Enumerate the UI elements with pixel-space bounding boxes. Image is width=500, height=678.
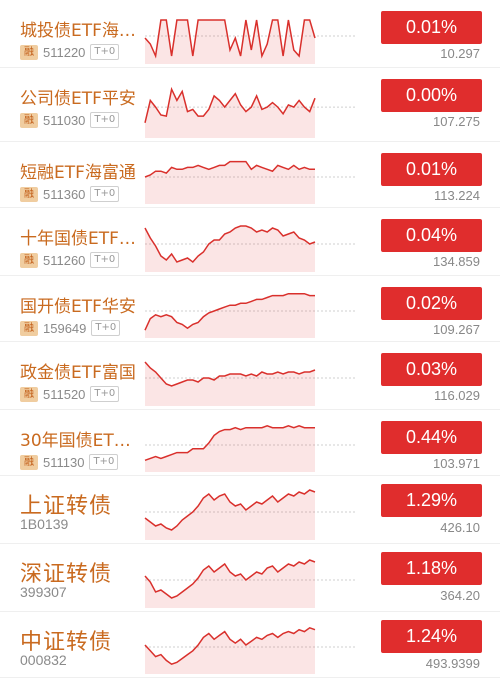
latest-price: 364.20 <box>440 588 480 603</box>
change-percent-badge[interactable]: 0.44% <box>381 421 482 454</box>
margin-trading-badge: 融 <box>20 321 38 336</box>
fund-name: 公司债ETF平安 <box>20 84 142 109</box>
intraday-sparkline <box>143 214 358 272</box>
change-percent-badge[interactable]: 0.01% <box>381 11 482 44</box>
margin-trading-badge: 融 <box>20 253 38 268</box>
sparkline-area <box>145 362 315 406</box>
margin-trading-badge: 融 <box>20 45 38 60</box>
t0-badge: T+0 <box>89 454 118 470</box>
change-percent-badge[interactable]: 0.00% <box>381 79 482 112</box>
fund-code: 511130 <box>43 455 84 470</box>
change-percent-badge[interactable]: 0.01% <box>381 153 482 186</box>
fund-code: 511260 <box>43 253 85 268</box>
change-percent-badge[interactable]: 1.29% <box>381 484 482 517</box>
fund-meta: 融 511130 T+0 <box>20 454 118 470</box>
fund-meta: 1B0139 <box>20 516 68 532</box>
latest-price: 426.10 <box>440 520 480 535</box>
intraday-sparkline <box>143 416 358 472</box>
intraday-sparkline <box>143 74 358 138</box>
t0-badge: T+0 <box>91 320 120 336</box>
intraday-sparkline <box>143 348 358 406</box>
fund-code: 159649 <box>43 321 86 336</box>
fund-meta: 融 511030 T+0 <box>20 112 119 128</box>
margin-trading-badge: 融 <box>20 187 38 202</box>
fund-meta: 融 511260 T+0 <box>20 252 119 268</box>
latest-price: 109.267 <box>433 322 480 337</box>
change-percent-badge[interactable]: 1.24% <box>381 620 482 653</box>
sparkline-area <box>145 426 315 472</box>
fund-code: 1B0139 <box>20 516 68 532</box>
sparkline-area <box>145 490 315 540</box>
intraday-sparkline <box>143 550 358 608</box>
latest-price: 107.275 <box>433 114 480 129</box>
fund-row[interactable]: 国开债ETF华安融 159649 T+0 0.02% 109.267 <box>0 276 500 342</box>
fund-row[interactable]: 上证转债 1B0139 1.29% 426.10 <box>0 476 500 544</box>
fund-row[interactable]: 30年国债ET… 融 511130 T+0 0.44% 103.971 <box>0 410 500 476</box>
change-percent-badge[interactable]: 1.18% <box>381 552 482 585</box>
fund-name: 30年国债ET… <box>20 426 142 451</box>
latest-price: 134.859 <box>433 254 480 269</box>
fund-name: 十年国债ETF… <box>20 224 142 249</box>
fund-meta: 融 511360 T+0 <box>20 186 119 202</box>
margin-trading-badge: 融 <box>20 455 38 470</box>
latest-price: 116.029 <box>434 388 480 403</box>
fund-code: 511030 <box>43 113 85 128</box>
fund-code: 000832 <box>20 652 67 668</box>
fund-code: 511360 <box>43 187 85 202</box>
latest-price: 493.9399 <box>426 656 480 671</box>
fund-name: 短融ETF海富通 <box>20 158 142 183</box>
sparkline-area <box>145 628 315 674</box>
t0-badge: T+0 <box>90 44 119 60</box>
change-percent-badge[interactable]: 0.03% <box>381 353 482 386</box>
margin-trading-badge: 融 <box>20 387 38 402</box>
intraday-sparkline <box>143 148 358 204</box>
latest-price: 113.224 <box>434 188 480 203</box>
t0-badge: T+0 <box>90 186 119 202</box>
fund-row[interactable]: 政金债ETF富国融 511520 T+0 0.03% 116.029 <box>0 342 500 410</box>
fund-row[interactable]: 十年国债ETF… 融 511260 T+0 0.04% 134.859 <box>0 208 500 276</box>
sparkline-area <box>145 560 315 608</box>
intraday-sparkline <box>143 618 358 674</box>
latest-price: 10.297 <box>440 46 480 61</box>
change-percent-badge[interactable]: 0.04% <box>381 219 482 252</box>
fund-name: 政金债ETF富国 <box>20 358 142 383</box>
fund-row[interactable]: 城投债ETF海… 融 511220 T+0 0.01% 10.297 <box>0 0 500 68</box>
intraday-sparkline <box>143 282 358 338</box>
fund-meta: 000832 <box>20 652 67 668</box>
fund-row[interactable]: 公司债ETF平安融 511030 T+0 0.00% 107.275 <box>0 68 500 142</box>
intraday-sparkline <box>143 482 358 540</box>
fund-code: 511220 <box>43 45 85 60</box>
fund-name: 国开债ETF华安 <box>20 292 142 317</box>
fund-meta: 融 511220 T+0 <box>20 44 119 60</box>
fund-row[interactable]: 短融ETF海富通融 511360 T+0 0.01% 113.224 <box>0 142 500 208</box>
intraday-sparkline <box>143 6 358 64</box>
latest-price: 103.971 <box>433 456 480 471</box>
fund-row[interactable]: 深证转债 399307 1.18% 364.20 <box>0 544 500 612</box>
margin-trading-badge: 融 <box>20 113 38 128</box>
fund-meta: 399307 <box>20 584 67 600</box>
fund-code: 511520 <box>43 387 85 402</box>
fund-name: 城投债ETF海… <box>20 16 142 41</box>
fund-code: 399307 <box>20 584 67 600</box>
t0-badge: T+0 <box>90 112 119 128</box>
fund-meta: 融 159649 T+0 <box>20 320 120 336</box>
fund-meta: 融 511520 T+0 <box>20 386 119 402</box>
t0-badge: T+0 <box>90 252 119 268</box>
fund-row[interactable]: 中证转债 000832 1.24% 493.9399 <box>0 612 500 678</box>
change-percent-badge[interactable]: 0.02% <box>381 287 482 320</box>
t0-badge: T+0 <box>90 386 119 402</box>
